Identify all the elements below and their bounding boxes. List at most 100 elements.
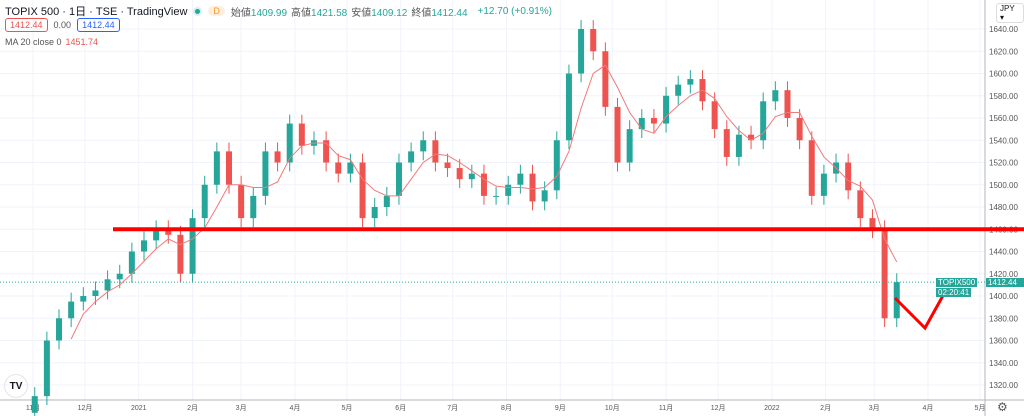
candle-body xyxy=(638,118,645,130)
settings-gear-icon[interactable]: ⚙ xyxy=(997,400,1008,414)
chart-header: TOPIX 500 · 1日 · TSE · TradingView D 始値1… xyxy=(5,3,552,19)
candle-body xyxy=(116,273,123,280)
candle-body xyxy=(68,301,75,319)
x-tick-label: 5月 xyxy=(341,404,352,412)
candle-body xyxy=(820,173,827,196)
last-price-tag: 1412.44 xyxy=(986,278,1024,287)
x-tick-label: 4月 xyxy=(289,404,300,412)
candle-body xyxy=(31,396,38,413)
candle-body xyxy=(626,129,633,163)
candle-body xyxy=(128,251,135,274)
x-tick-label: 3月 xyxy=(869,404,880,412)
y-tick-label: 1400.00 xyxy=(989,292,1018,301)
ohlc-value: 1409.99 xyxy=(250,7,288,19)
candle-body xyxy=(395,162,402,196)
x-tick-label: 2月 xyxy=(820,404,831,412)
sell-button[interactable]: 1412.44 xyxy=(5,18,48,32)
candle-body xyxy=(371,207,378,219)
y-tick-label: 1580.00 xyxy=(989,92,1018,101)
candle-body xyxy=(748,134,755,141)
candle-body xyxy=(408,151,415,163)
x-tick-label: 3月 xyxy=(236,404,247,412)
candle-body xyxy=(735,134,742,157)
candle-body xyxy=(359,162,366,219)
candle-body xyxy=(456,168,463,180)
indicator-label: MA 20 close 0 xyxy=(5,37,62,47)
candle-body xyxy=(869,218,876,230)
y-tick-label: 1560.00 xyxy=(989,114,1018,123)
ohlc-values: 始値1409.99 高値1421.58 安値1409.12 終値1412.44 xyxy=(231,4,472,19)
x-tick-label: 12月 xyxy=(711,404,726,412)
candle-body xyxy=(335,162,342,174)
y-tick-label: 1320.00 xyxy=(989,381,1018,390)
candle-body xyxy=(687,79,694,85)
last-price: 1412.44 xyxy=(988,278,1017,287)
candle-body xyxy=(650,118,657,124)
candle-body xyxy=(529,173,536,202)
y-tick-label: 1440.00 xyxy=(989,248,1018,257)
candle-body xyxy=(165,229,172,235)
candle-body xyxy=(772,90,779,102)
candle-body xyxy=(141,240,148,252)
candle-body xyxy=(43,340,50,397)
candle-body xyxy=(808,140,815,196)
y-tick-label: 1600.00 xyxy=(989,70,1018,79)
ohlc-value: 1412.44 xyxy=(431,7,468,19)
bar-countdown: 02:20:41 xyxy=(936,288,972,297)
y-tick-label: 1500.00 xyxy=(989,181,1018,190)
candle-body xyxy=(493,195,500,197)
candle-body xyxy=(383,195,390,207)
candle-body xyxy=(444,162,451,169)
tradingview-logo-icon[interactable]: TV xyxy=(4,374,28,398)
currency-select[interactable]: JPY ▾ xyxy=(996,3,1024,23)
spread-value: 0.00 xyxy=(53,20,72,30)
symbol-title[interactable]: TOPIX 500 · 1日 · TSE · TradingView xyxy=(5,6,188,18)
candle-body xyxy=(553,140,560,191)
candle-body xyxy=(796,118,803,141)
trade-row: 1412.44 0.00 1412.44 xyxy=(5,18,120,32)
x-tick-label: 6月 xyxy=(395,404,406,412)
x-tick-label: 12月 xyxy=(78,404,93,412)
y-tick-label: 1640.00 xyxy=(989,25,1018,34)
candle-body xyxy=(189,218,196,274)
candle-body xyxy=(784,90,791,118)
candle-body xyxy=(602,51,609,107)
x-tick-label: 2022 xyxy=(764,405,780,412)
candle-body xyxy=(420,140,427,152)
x-tick-label: 11月 xyxy=(659,404,673,412)
y-tick-label: 1340.00 xyxy=(989,359,1018,368)
y-tick-label: 1360.00 xyxy=(989,337,1018,346)
candle-body xyxy=(201,184,208,219)
x-tick-label: 5月 xyxy=(975,404,986,412)
candle-body xyxy=(505,184,512,196)
market-open-icon xyxy=(193,6,203,16)
candle-body xyxy=(881,229,888,319)
x-tick-label: 10月 xyxy=(605,404,620,412)
candle-body xyxy=(480,173,487,196)
change-value: +12.70 (+0.91%) xyxy=(477,5,553,17)
candle-body xyxy=(213,151,220,185)
candle-body xyxy=(663,95,670,124)
candle-body xyxy=(711,101,718,130)
candle-body xyxy=(56,318,63,341)
currency-label: JPY xyxy=(1000,4,1015,13)
ohlc-label: 終値 xyxy=(411,7,432,19)
candle-body xyxy=(298,123,305,146)
x-tick-label: 2月 xyxy=(187,404,198,412)
ohlc-label: 高値 xyxy=(291,7,312,19)
candle-body xyxy=(323,140,330,163)
x-tick-label: 8月 xyxy=(501,404,512,412)
buy-button[interactable]: 1412.44 xyxy=(77,18,120,32)
candle-body xyxy=(432,140,439,163)
y-tick-label: 1520.00 xyxy=(989,159,1018,168)
y-tick-label: 1420.00 xyxy=(989,270,1018,279)
x-tick-label: 4月 xyxy=(923,404,934,412)
ohlc-value: 1409.12 xyxy=(371,7,408,19)
candle-body xyxy=(541,190,548,202)
x-tick-label: 9月 xyxy=(555,404,566,412)
indicator-legend[interactable]: MA 20 close 0 1451.74 xyxy=(5,37,98,47)
x-tick-label: 7月 xyxy=(447,404,458,412)
candle-body xyxy=(104,279,111,291)
candle-body xyxy=(565,73,572,141)
